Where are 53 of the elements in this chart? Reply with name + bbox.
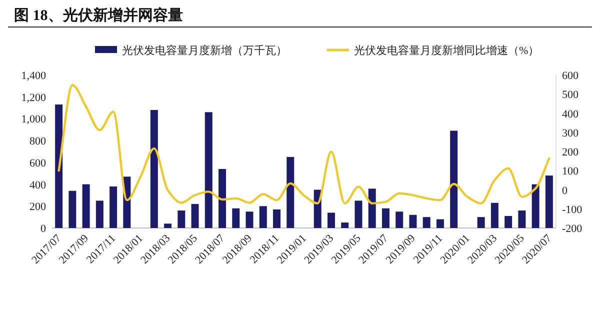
bar: [82, 184, 90, 228]
y-tick-label: 200: [30, 201, 46, 214]
bar: [354, 200, 362, 228]
y-tick-label: 400: [30, 179, 46, 192]
y-tick-label: 1,400: [21, 70, 46, 82]
y2-tick-label: 400: [562, 108, 579, 120]
bar: [178, 210, 186, 228]
bar: [368, 188, 376, 228]
y2-tick-label: -200: [562, 223, 583, 235]
bar: [409, 214, 417, 228]
bar: [532, 184, 540, 228]
bar: [504, 216, 512, 228]
bar: [545, 176, 553, 228]
bar: [68, 190, 76, 228]
bar: [422, 217, 430, 228]
line-series: [58, 84, 550, 204]
bar: [164, 224, 172, 228]
y2-tick-label: -100: [562, 204, 583, 216]
bar: [246, 212, 254, 228]
y-tick-label: 0: [40, 223, 46, 235]
bar: [382, 208, 390, 228]
bar: [150, 110, 158, 228]
y2-tick-label: 600: [562, 70, 579, 82]
y2-tick-label: 200: [562, 146, 579, 158]
bar: [191, 204, 199, 228]
legend-label: 光伏发电容量月度新增同比增速（%）: [354, 44, 540, 57]
bar: [232, 208, 240, 228]
legend-label: 光伏发电容量月度新增（万千瓦）: [122, 44, 287, 57]
y-tick-label: 1,200: [21, 92, 46, 104]
bar: [55, 104, 63, 228]
chart-title: 图 18、光伏新增并网容量: [14, 6, 183, 24]
bar: [286, 156, 294, 228]
bar: [490, 202, 498, 228]
bar: [96, 200, 104, 228]
bar: [204, 112, 212, 228]
y2-tick-label: 0: [562, 184, 568, 197]
bar: [396, 212, 404, 228]
y2-tick-label: 500: [562, 89, 579, 102]
bar: [436, 219, 444, 228]
bar: [341, 222, 349, 228]
bar: [450, 130, 458, 228]
bar: [477, 217, 485, 228]
bar: [273, 209, 281, 228]
y-tick-label: 800: [30, 136, 46, 148]
bar: [218, 168, 226, 228]
bar: [259, 206, 267, 228]
bar: [110, 186, 118, 228]
y2-tick-label: 300: [562, 127, 579, 140]
bar: [327, 212, 335, 228]
y-tick-label: 1,000: [21, 114, 46, 126]
y-tick-label: 600: [30, 157, 46, 170]
y2-tick-label: 100: [562, 166, 579, 178]
bar: [518, 210, 526, 228]
